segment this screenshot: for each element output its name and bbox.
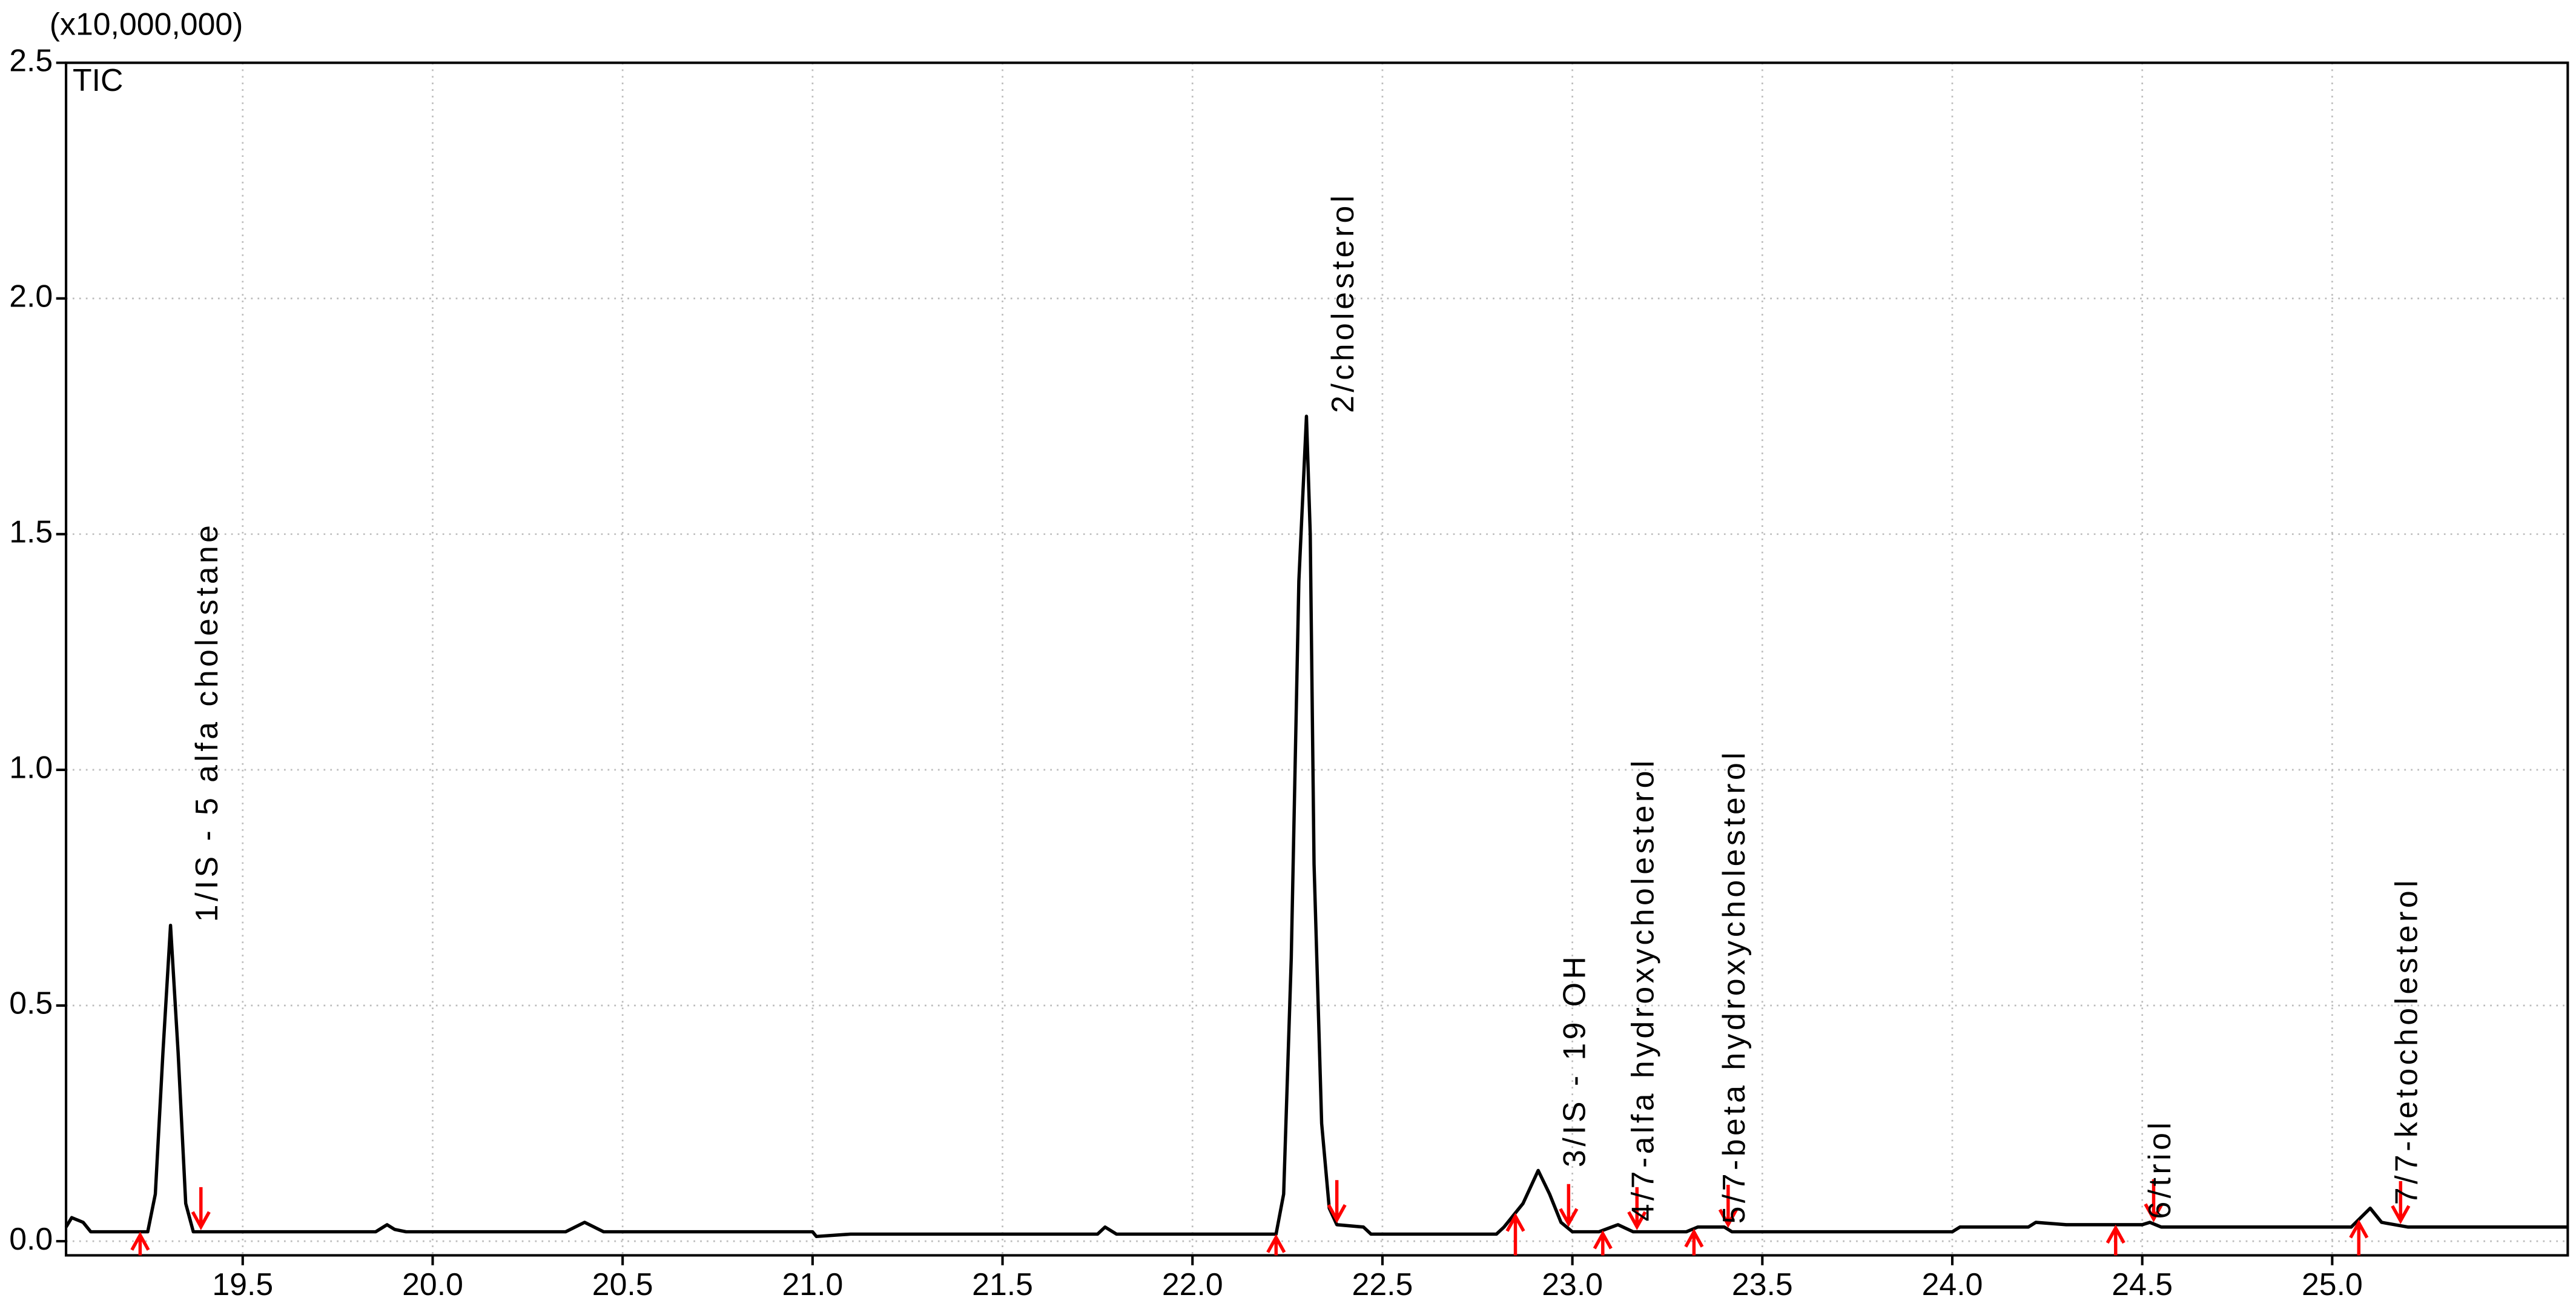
peak-end-marker — [1559, 1184, 1579, 1227]
peak-start-marker — [2349, 1219, 2369, 1256]
x-tick-label: 21.5 — [972, 1267, 1033, 1302]
x-tick-label: 21.0 — [782, 1267, 843, 1302]
x-tick-label: 25.0 — [2302, 1267, 2363, 1302]
peak-start-marker — [1505, 1213, 1525, 1256]
x-tick-label: 20.0 — [402, 1267, 463, 1302]
peak-label: 4/7-alfa hydroxycholesterol — [1625, 757, 1660, 1221]
peak-label: 6/triol — [2142, 1119, 2177, 1219]
peak-start-marker — [1266, 1234, 1286, 1256]
peak-label: 1/IS - 5 alfa cholestane — [189, 522, 224, 923]
peak-end-marker — [191, 1187, 211, 1230]
peak-label: 5/7-beta hydroxycholesterol — [1716, 749, 1751, 1224]
tic-line — [64, 414, 2568, 1239]
y-tick-label: 1.0 — [9, 750, 53, 785]
peak-start-marker — [2105, 1224, 2125, 1256]
peak-label: 2/cholesterol — [1325, 192, 1360, 413]
x-tick-label: 22.5 — [1352, 1267, 1413, 1302]
y-tick-label: 2.0 — [9, 278, 53, 313]
peak-start-marker — [1593, 1230, 1613, 1256]
x-tick-label: 24.0 — [1922, 1267, 1983, 1302]
x-tick-label: 19.5 — [212, 1267, 273, 1302]
peak-start-marker — [130, 1231, 150, 1256]
y-tick-label: 2.5 — [9, 42, 53, 78]
y-axis-multiplier: (x10,000,000) — [50, 6, 243, 41]
peak-label: 7/7-ketocholesterol — [2389, 877, 2424, 1205]
peak-end-marker — [2391, 1181, 2411, 1224]
x-tick-label: 24.5 — [2112, 1267, 2173, 1302]
plot-frame — [65, 61, 2569, 1257]
peak-end-marker — [1327, 1180, 1347, 1224]
x-tick-label: 20.5 — [592, 1267, 653, 1302]
peak-label: 3/IS - 19 OH — [1557, 953, 1592, 1167]
peak-end-marker — [2144, 1179, 2164, 1223]
peak-end-marker — [1627, 1187, 1647, 1230]
y-tick-label: 0.5 — [9, 986, 53, 1021]
y-tick-label: 1.5 — [9, 514, 53, 549]
y-tick-label: 0.0 — [9, 1221, 53, 1256]
series-label: TIC — [73, 62, 123, 98]
peak-start-marker — [1684, 1228, 1704, 1256]
peak-end-marker — [1718, 1185, 1738, 1228]
x-tick-label: 23.0 — [1542, 1267, 1603, 1302]
x-tick-label: 22.0 — [1162, 1267, 1223, 1302]
x-tick-label: 23.5 — [1732, 1267, 1793, 1302]
